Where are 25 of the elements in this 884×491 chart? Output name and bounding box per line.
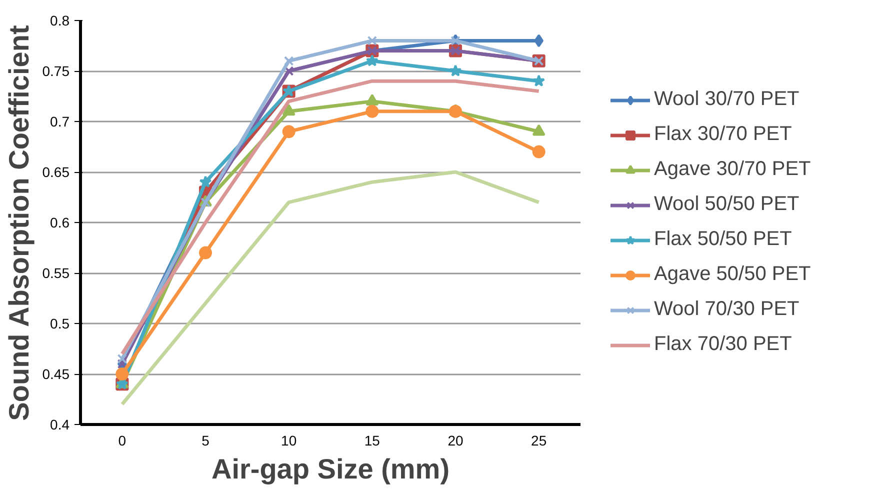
y-tick-label: 0.65 [42, 164, 70, 180]
y-tick-label: 0.55 [42, 265, 70, 281]
y-tick-label: 0.7 [50, 114, 70, 130]
legend-label: Flax 50/50 PET [654, 228, 792, 251]
y-tick-label: 0.75 [42, 63, 70, 79]
y-tick-label: 0.8 [50, 12, 70, 28]
y-tick-label: 0.6 [50, 214, 70, 230]
legend-label: Wool 30/70 PET [654, 88, 800, 111]
y-axis-title: Sound Absorption Coefficient [3, 25, 34, 421]
legend-label: Flax 70/30 PET [654, 333, 792, 356]
legend-label: Agave 30/70 PET [654, 158, 811, 181]
x-tick-label: 0 [118, 432, 126, 448]
x-tick-label: 15 [364, 432, 380, 448]
x-axis-title: Air-gap Size (mm) [211, 454, 450, 484]
y-tick-label: 0.45 [42, 366, 70, 382]
x-tick-label: 20 [448, 432, 464, 448]
y-tick-label: 0.4 [50, 416, 70, 432]
x-tick-label: 10 [281, 432, 297, 448]
x-tick-label: 5 [202, 432, 210, 448]
legend-label: Wool 70/30 PET [654, 298, 800, 321]
y-tick-label: 0.5 [50, 316, 70, 332]
legend-label: Flax 30/70 PET [654, 123, 792, 146]
legend-label: Wool 50/50 PET [654, 193, 800, 216]
x-tick-label: 25 [531, 432, 547, 448]
legend-label: Agave 50/50 PET [654, 263, 811, 286]
